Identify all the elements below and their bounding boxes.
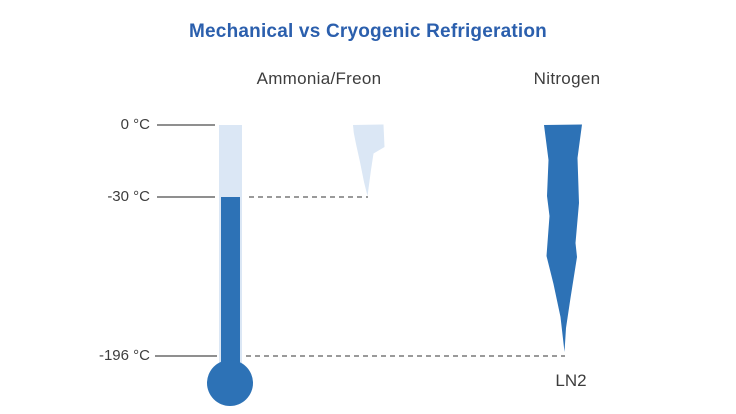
nitrogen-range-icicle (544, 124, 582, 352)
tick-line-0c (157, 124, 215, 126)
tick-line-minus30c (157, 196, 215, 198)
dashed-line-minus30c (249, 196, 368, 198)
nitrogen-column-header: Nitrogen (533, 69, 601, 88)
dashed-line-minus196c (246, 355, 565, 357)
ammonia-freon-range-icicle (353, 124, 385, 196)
ln2-label: LN2 (555, 371, 587, 390)
thermometer-mercury-fill (221, 197, 240, 372)
tick-label-minus196c: -196 °C (98, 347, 150, 364)
tick-label-minus30c: -30 °C (107, 188, 150, 205)
ammonia-freon-column-header: Ammonia/Freon (256, 69, 382, 88)
tick-line-minus196c (155, 355, 217, 357)
tick-label-0c: 0 °C (120, 116, 150, 133)
thermometer-bulb (207, 360, 253, 406)
chart-title: Mechanical vs Cryogenic Refrigeration (189, 21, 547, 42)
